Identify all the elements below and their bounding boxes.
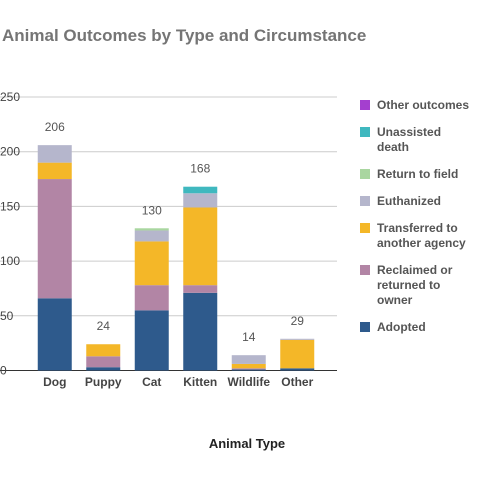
legend-item: Return to field <box>360 167 458 181</box>
legend-label: another agency <box>377 236 466 250</box>
bar-segment <box>231 355 266 364</box>
legend-label: Transferred to <box>377 221 458 235</box>
legend-label: Euthanized <box>377 194 441 208</box>
bar-segment <box>183 207 218 286</box>
legend-label: Reclaimed or <box>377 263 453 277</box>
legend-swatch <box>360 100 370 110</box>
bar-segment <box>134 310 169 371</box>
bars <box>37 145 315 371</box>
x-tick-label: Dog <box>43 375 66 389</box>
x-axis-ticks: Dog Puppy Cat Kitten Wildlife Other <box>43 375 313 389</box>
legend-label: Return to field <box>377 167 458 181</box>
bar-segment <box>134 285 169 311</box>
y-tick-label: 250 <box>0 90 20 104</box>
legend-label: death <box>377 140 409 154</box>
bar-total-label: 168 <box>190 162 210 176</box>
legend-label: Adopted <box>377 320 426 334</box>
bar-segment <box>183 292 218 371</box>
legend-swatch <box>360 223 370 233</box>
bar-segment <box>37 145 72 163</box>
bar-segment <box>280 338 315 340</box>
bar-total-label: 29 <box>291 314 305 328</box>
legend-swatch <box>360 169 370 179</box>
legend-label: Unassisted <box>377 125 441 139</box>
legend-label: Other outcomes <box>377 98 469 112</box>
bar-segment <box>280 339 315 369</box>
bar-segment <box>134 241 169 286</box>
y-axis-ticks: 250 200 150 100 50 0 <box>0 90 20 378</box>
legend-swatch <box>360 127 370 137</box>
legend-label: returned to <box>377 278 440 292</box>
bar-segment <box>183 193 218 208</box>
bar-total-label: 14 <box>242 330 256 344</box>
bar-totals: 206 24 130 168 14 29 <box>45 120 305 344</box>
y-tick-label: 200 <box>0 145 20 159</box>
legend-swatch <box>360 196 370 206</box>
bar-segment <box>280 368 315 371</box>
x-tick-label: Cat <box>142 375 161 389</box>
bar-total-label: 24 <box>97 319 111 333</box>
bar-total-label: 206 <box>45 120 65 134</box>
x-tick-label: Other <box>281 375 313 389</box>
bar-segment <box>134 228 169 231</box>
bar-segment <box>37 179 72 299</box>
bar-segment <box>86 344 121 357</box>
legend-item: Euthanized <box>360 194 441 208</box>
bar-segment <box>231 369 266 371</box>
bar-segment <box>183 285 218 293</box>
x-tick-label: Kitten <box>183 375 217 389</box>
x-axis-label: Animal Type <box>209 436 285 451</box>
bar-total-label: 130 <box>142 203 162 217</box>
bar-segment <box>231 368 266 370</box>
x-tick-label: Puppy <box>85 375 122 389</box>
legend-swatch <box>360 322 370 332</box>
bar-segment <box>231 363 266 369</box>
y-tick-label: 50 <box>0 309 14 323</box>
y-tick-label: 0 <box>0 364 7 378</box>
legend-label: owner <box>377 293 413 307</box>
bar-segment <box>86 356 121 368</box>
bar-segment <box>37 298 72 371</box>
bar-segment <box>183 186 218 194</box>
bar-segment <box>37 162 72 180</box>
x-tick-label: Wildlife <box>227 375 270 389</box>
legend-item: Other outcomes <box>360 98 469 112</box>
bar-segment <box>134 230 169 242</box>
legend-swatch <box>360 265 370 275</box>
y-tick-label: 150 <box>0 199 20 213</box>
y-tick-label: 100 <box>0 254 20 268</box>
legend-item: Adopted <box>360 320 426 334</box>
bar-segment <box>86 367 121 371</box>
chart-title: Animal Outcomes by Type and Circumstance <box>2 26 366 45</box>
